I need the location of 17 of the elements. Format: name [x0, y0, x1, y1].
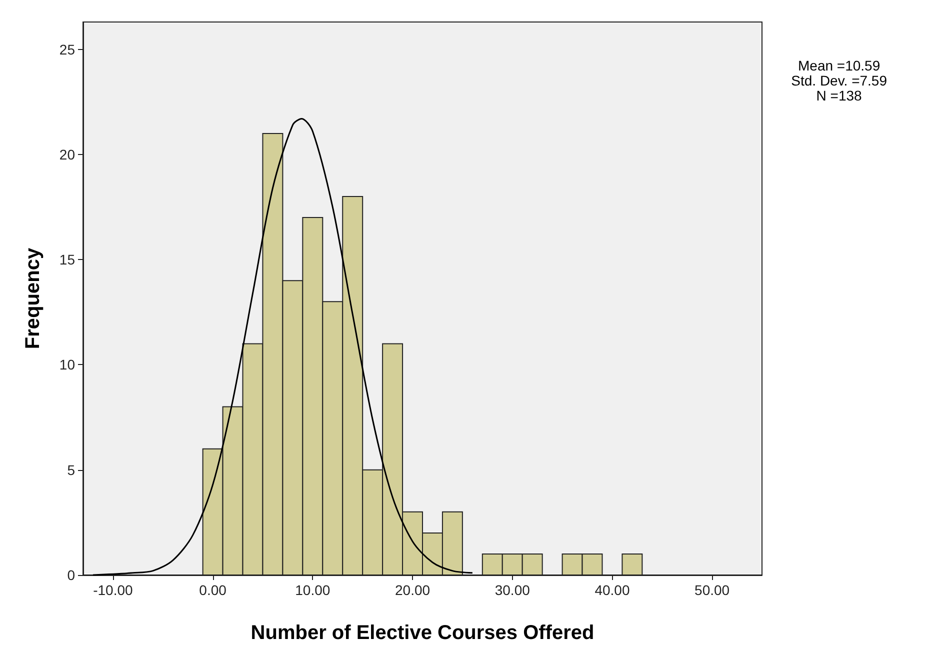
- x-axis-title: Number of Elective Courses Offered: [250, 622, 594, 644]
- y-tick-label: 25: [59, 41, 76, 58]
- y-tick-label: 5: [67, 462, 76, 478]
- x-tick-label: -10.00: [93, 582, 134, 598]
- x-tick-label: 40.00: [594, 582, 630, 598]
- y-tick-label: 10: [59, 356, 76, 373]
- x-tick-label: 0.00: [199, 582, 227, 598]
- x-tick-label: 20.00: [394, 582, 430, 598]
- y-tick-label: 0: [67, 567, 76, 583]
- y-tick-label: 20: [59, 146, 76, 162]
- line-series: [92, 118, 474, 576]
- x-tick-label: 10.00: [295, 582, 330, 598]
- x-tick-label: 30.00: [494, 582, 530, 598]
- y-axis-title: Frequency: [22, 247, 44, 350]
- y-tick-label: 15: [59, 252, 76, 268]
- text: Mean =10.59 Std. Dev. =7.59 N =138: [791, 58, 888, 104]
- x-tick-label: 50.00: [694, 582, 730, 598]
